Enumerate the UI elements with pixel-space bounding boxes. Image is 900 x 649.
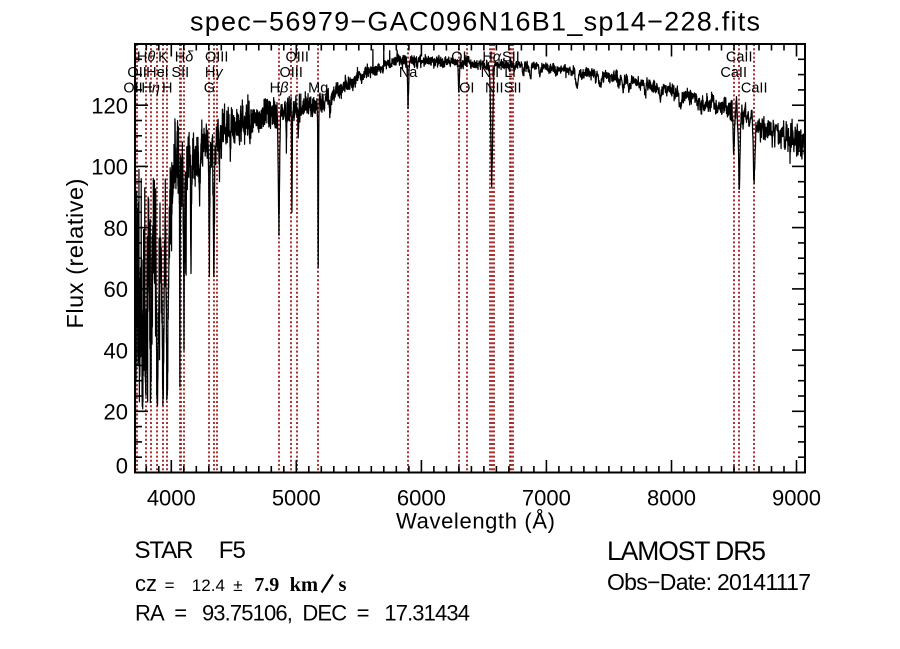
svg-text:F5: F5	[219, 537, 246, 564]
svg-text:Obs−Date: 20141117: Obs−Date: 20141117	[607, 569, 811, 595]
svg-text:0: 0	[116, 453, 128, 478]
svg-text:SII: SII	[504, 81, 522, 97]
svg-text:Hγ: Hγ	[205, 65, 223, 81]
svg-text:HeI: HeI	[146, 65, 169, 81]
svg-text:OII: OII	[123, 81, 142, 97]
svg-text:K: K	[158, 50, 168, 66]
svg-text:80: 80	[104, 216, 128, 241]
svg-text:Hα: Hα	[482, 50, 501, 66]
svg-text:40: 40	[104, 338, 128, 363]
svg-text:OII: OII	[127, 65, 146, 81]
svg-text:CaII: CaII	[741, 81, 768, 97]
svg-text:SII: SII	[171, 65, 189, 81]
svg-text:km: km	[290, 574, 318, 596]
svg-text:Li: Li	[504, 65, 515, 81]
svg-text:OIII: OIII	[280, 65, 303, 81]
svg-text:NII: NII	[485, 81, 504, 97]
svg-text:STAR: STAR	[135, 537, 194, 564]
svg-text:100: 100	[91, 155, 128, 180]
svg-text:G: G	[204, 81, 215, 97]
svg-text:12.4: 12.4	[192, 576, 225, 595]
svg-text:Mg: Mg	[308, 81, 328, 97]
svg-text:7.9: 7.9	[254, 574, 279, 596]
svg-text:cz: cz	[135, 571, 157, 596]
svg-text:=: =	[165, 576, 175, 595]
svg-text:spec−56979−GAC096N16B1_sp14−22: spec−56979−GAC096N16B1_sp14−228.fits	[190, 7, 760, 37]
svg-text:Wavelength (Å): Wavelength (Å)	[396, 509, 555, 534]
svg-text:5000: 5000	[272, 486, 321, 511]
svg-text:RA = 93.75106, DEC = 17: RA = 93.75106, DEC = 17.31434	[135, 600, 470, 625]
svg-text:6000: 6000	[397, 486, 446, 511]
svg-text:Hδ: Hδ	[175, 50, 194, 66]
svg-text:Hθ: Hθ	[137, 50, 155, 66]
svg-text:±: ±	[233, 576, 242, 595]
svg-text:4000: 4000	[147, 486, 196, 511]
svg-text:CaII: CaII	[726, 50, 753, 66]
svg-text:LAMOST DR5: LAMOST DR5	[607, 536, 766, 566]
svg-text:8000: 8000	[647, 486, 696, 511]
svg-text:120: 120	[91, 93, 128, 118]
svg-text:OIII: OIII	[286, 50, 309, 66]
svg-text:Hβ: Hβ	[270, 81, 289, 97]
svg-text:9000: 9000	[772, 486, 821, 511]
svg-text:60: 60	[104, 277, 128, 302]
svg-text:OI: OI	[459, 81, 474, 97]
svg-text:H: H	[162, 81, 172, 97]
svg-text:OIII: OIII	[205, 50, 228, 66]
svg-text:Hη: Hη	[141, 81, 160, 97]
svg-text:CaII: CaII	[720, 65, 747, 81]
svg-text:s: s	[339, 574, 347, 596]
svg-text:20: 20	[104, 400, 128, 425]
svg-text:Flux (relative): Flux (relative)	[62, 179, 88, 329]
svg-text:7000: 7000	[522, 486, 571, 511]
